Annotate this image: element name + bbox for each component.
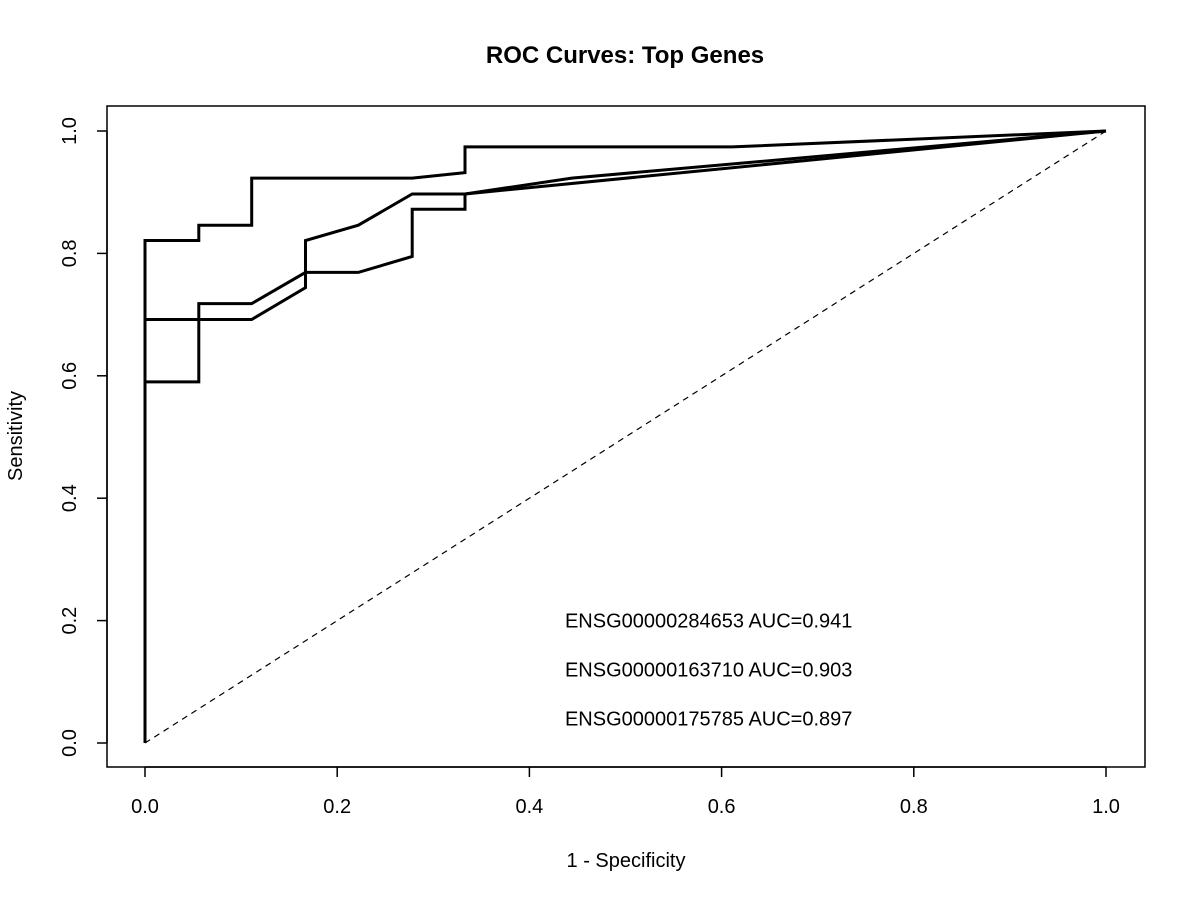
y-tick-label: 1.0 — [59, 117, 81, 145]
roc-curve-3 — [143, 129, 1107, 743]
y-tick-label: 0.8 — [59, 239, 81, 267]
y-axis-label: Sensitivity — [5, 391, 27, 481]
x-tick-label: 0.4 — [515, 796, 543, 818]
y-tick-label: 0.4 — [59, 484, 81, 512]
auc-annotation: ENSG00000284653 AUC=0.941 — [565, 611, 852, 633]
y-tick-label: 0.2 — [59, 607, 81, 635]
x-tick-label: 0.6 — [708, 796, 736, 818]
reference-diagonal — [144, 130, 1107, 744]
x-tick-label: 1.0 — [1092, 796, 1120, 818]
plot-area — [143, 129, 1107, 744]
x-tick-label: 0.8 — [900, 796, 928, 818]
auc-annotation: ENSG00000163710 AUC=0.903 — [565, 660, 852, 682]
y-tick-label: 0.0 — [59, 729, 81, 757]
x-tick-label: 0.0 — [131, 796, 159, 818]
chart-title: ROC Curves: Top Genes — [486, 42, 764, 69]
y-axis: 0.0 0.2 0.4 0.6 0.8 1.0 — [59, 117, 108, 757]
x-axis-label: 1 - Specificity — [567, 850, 686, 872]
x-tick-label: 0.2 — [323, 796, 351, 818]
y-tick-label: 0.6 — [59, 362, 81, 390]
roc-curve-1 — [143, 129, 1107, 743]
x-axis: 0.0 0.2 0.4 0.6 0.8 1.0 — [131, 766, 1120, 818]
auc-annotation: ENSG00000175785 AUC=0.897 — [565, 709, 852, 731]
annotations: ENSG00000284653 AUC=0.941 ENSG00000163710… — [565, 611, 852, 731]
